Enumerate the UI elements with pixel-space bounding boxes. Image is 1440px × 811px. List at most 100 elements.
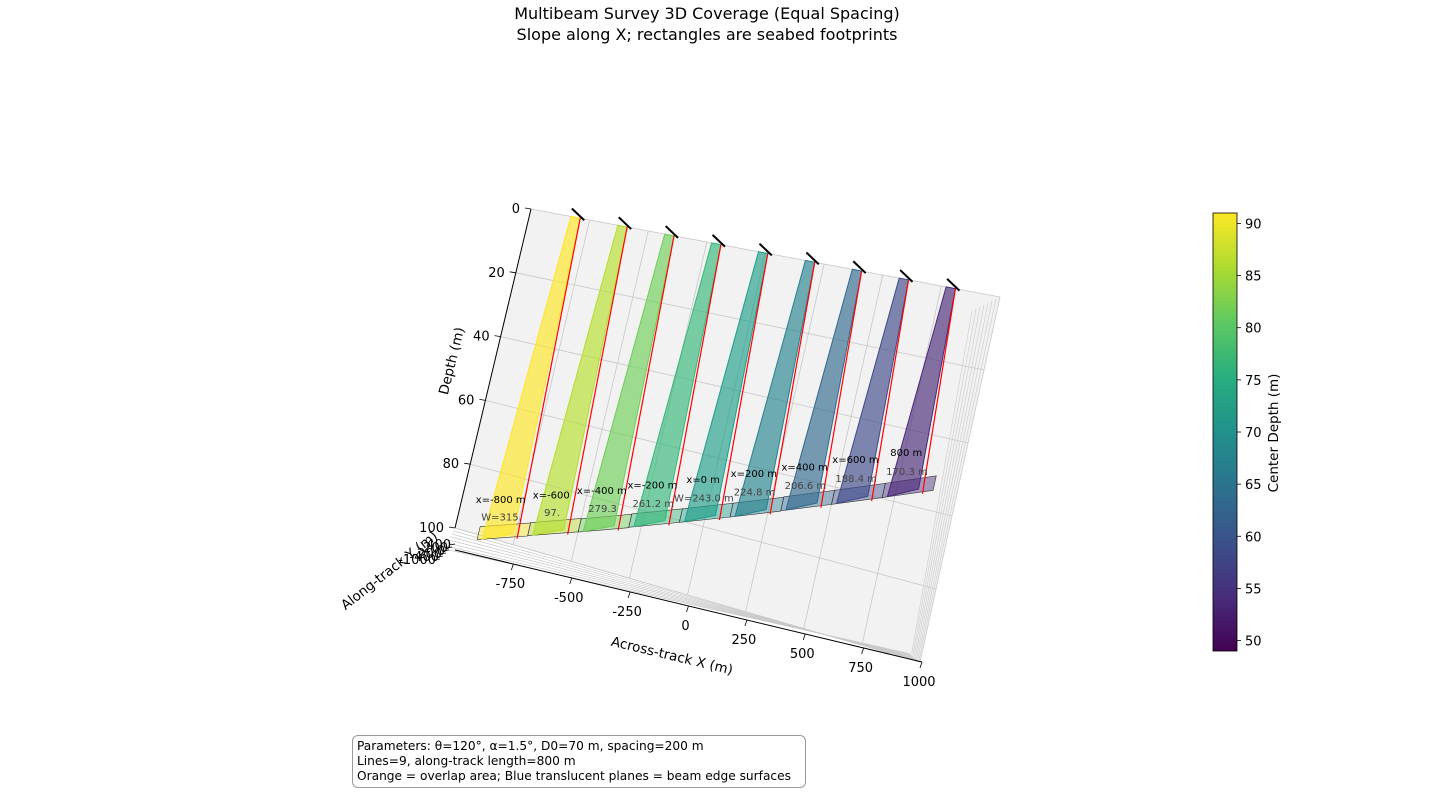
params-line-2: Lines=9, along-track length=800 m [357, 754, 576, 768]
params-line-1: Parameters: θ=120°, α=1.5°, D0=70 m, spa… [357, 739, 704, 753]
x-tick-mark-6 [861, 647, 865, 655]
parameters-box: Parameters: θ=120°, α=1.5°, D0=70 m, spa… [352, 735, 806, 788]
ship-track-8 [946, 278, 961, 292]
beam-surface-8 [886, 286, 956, 498]
x-tick-mark-1 [569, 577, 573, 585]
colorbar-tick-label-4: 70 [1245, 426, 1262, 441]
y-tick-label-4: -400 [409, 550, 439, 565]
beam-surface-0 [481, 215, 581, 540]
colorbar-tick-label-3: 75 [1245, 374, 1262, 389]
y-axis-label: Along-track Y (m) [338, 528, 441, 613]
z-tick-mark-3 [479, 399, 486, 401]
beam-center-line-3 [668, 244, 722, 526]
beam-center-line-5 [769, 262, 816, 515]
colorbar-label: Center Depth (m) [1266, 374, 1282, 493]
x-tick-label-2: -250 [612, 605, 642, 620]
side-wall-line-3 [916, 302, 989, 659]
colorbar [1212, 212, 1238, 652]
x-tick-label-7: 1000 [902, 675, 935, 690]
beam-center-line-8 [921, 288, 957, 494]
x-tick-mark-0 [510, 563, 514, 571]
x-ticks: -750 -500 -250 0 250 500 750 1000 [496, 563, 936, 690]
side-wall-line-2 [917, 300, 993, 660]
x-tick-label-3: 0 [681, 619, 689, 634]
x-tick-label-5: 500 [790, 647, 815, 662]
grid-line-x-5 [803, 274, 884, 629]
side-wall-line-6 [912, 308, 977, 655]
beam-center-line-2 [617, 235, 675, 531]
footprint-labels: x=-800 m W=315. x=-600 97. x=-400 m 279.3 x=-2… [476, 448, 928, 524]
ship-track-5 [805, 251, 820, 265]
params-line-3: Orange = overlap area; Blue translucent … [357, 769, 791, 783]
w-label-2: 279.3 [588, 504, 617, 515]
x-label-6: x=400 m [781, 462, 827, 473]
x-tick-mark-3 [686, 605, 689, 613]
x-tick-label-6: 750 [848, 661, 873, 676]
grid-line-x-0 [512, 219, 591, 545]
y-tick-label-2: 0 [437, 544, 445, 559]
y-tick-mark-3 [439, 552, 447, 555]
beam-center-line-0 [516, 218, 581, 539]
y-tick-mark-1 [445, 546, 453, 549]
chart-subtitle: Slope along X; rectangles are seabed foo… [517, 25, 898, 44]
x-label-0: x=-800 m [476, 495, 526, 506]
z-tick-mark-2 [494, 335, 501, 337]
beams [481, 207, 961, 540]
side-wall-line-0 [919, 296, 1001, 663]
side-wall-line-4 [914, 304, 985, 658]
colorbar-tick-label-8: 50 [1245, 635, 1262, 650]
colorbar-tick-label-5: 65 [1245, 478, 1262, 493]
beam-surface-3 [633, 242, 722, 528]
x-label-5: x=200 m [731, 469, 777, 480]
x-label-1: x=-600 [533, 490, 570, 501]
z-tick-label-1: 20 [488, 266, 505, 281]
colorbar-tick-label-0: 90 [1245, 217, 1262, 232]
grid-line-x-1 [570, 230, 649, 562]
beam-surface-2 [582, 233, 675, 533]
ship-track-4 [758, 242, 773, 257]
w-label-7: 188.4 m [835, 474, 877, 485]
x-label-4: x=0 m [686, 475, 720, 486]
y-tick-mark-4 [436, 555, 444, 558]
colorbar-ticks: 90 85 80 75 70 65 60 55 50 [1237, 217, 1262, 650]
z-tick-label-0: 0 [512, 202, 520, 217]
x-axis-label: Across-track X (m) [609, 634, 734, 679]
z-tick-mark-4 [464, 462, 471, 465]
y-tick-label-5: -1000 [398, 553, 436, 568]
beam-surface-5 [734, 259, 816, 517]
side-wall-line-1 [918, 298, 997, 661]
y-tick-mark-2 [442, 549, 450, 552]
w-label-4: W=243.0 m [674, 493, 734, 504]
z-tick-label-4: 80 [443, 457, 460, 472]
beam-center-line-1 [567, 226, 628, 535]
x-tick-label-4: 250 [731, 633, 756, 648]
z-tick-label-3: 60 [458, 393, 475, 408]
z-tick-label-2: 40 [473, 330, 490, 345]
beam-surface-7 [835, 277, 910, 505]
w-label-6: 206.6 m [785, 481, 827, 492]
beam-surface-6 [785, 268, 863, 511]
colorbar-tick-label-7: 55 [1245, 582, 1262, 597]
y-tick-label-1: 200 [423, 541, 448, 556]
beam-surface-4 [683, 251, 769, 523]
y-tick-label-3: -200 [412, 547, 442, 562]
colorbar-tick-label-1: 85 [1245, 270, 1262, 285]
side-wall-line-5 [913, 306, 981, 657]
ship-track-1 [618, 216, 632, 230]
x-tick-mark-7 [919, 661, 923, 669]
beam-center-line-4 [718, 253, 769, 521]
x-label-2: x=-400 m [577, 486, 627, 497]
z-axis-line [454, 208, 532, 529]
y-tick-mark-0 [448, 543, 456, 546]
z-tick-mark-5 [448, 526, 456, 529]
y-tick-label-0: 400 [426, 538, 451, 553]
x-tick-mark-2 [627, 591, 631, 599]
ship-track-0 [571, 207, 585, 221]
colorbar-tick-label-6: 60 [1245, 530, 1262, 545]
x-tick-label-0: -750 [496, 577, 526, 592]
x-tick-mark-4 [744, 619, 748, 627]
w-label-0: W=315. [481, 512, 522, 523]
chart-title: Multibeam Survey 3D Coverage (Equal Spac… [514, 4, 900, 23]
